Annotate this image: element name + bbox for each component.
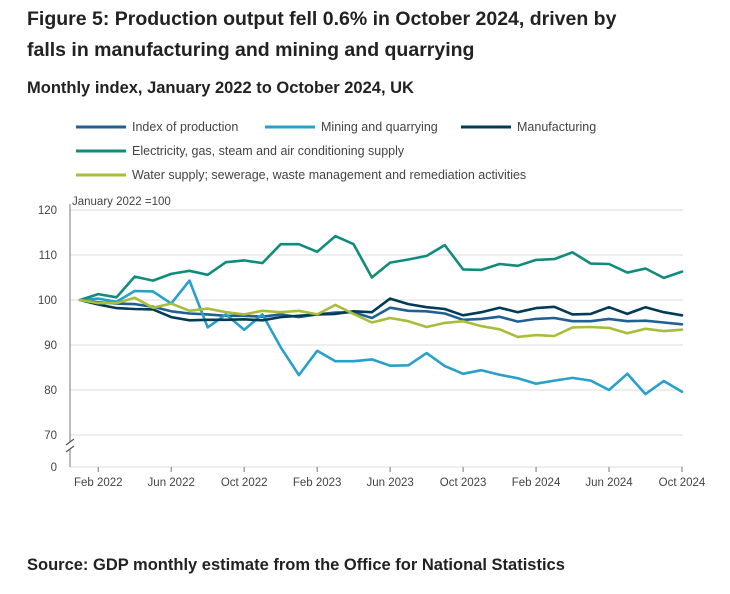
y-tick-label: 90: [44, 340, 57, 352]
x-tick-label: Jun 2022: [148, 477, 195, 489]
legend-label: Manufacturing: [517, 120, 596, 134]
y-tick-label: 110: [39, 250, 57, 262]
x-tick-label: Jun 2023: [366, 477, 413, 489]
gridlines: [70, 209, 683, 468]
y-tick-label: 0: [51, 462, 57, 474]
legend-label: Mining and quarrying: [321, 120, 438, 134]
series-lines: [78, 234, 684, 396]
series-line: [78, 279, 684, 396]
axis-break-mark: [65, 445, 75, 453]
y-axis-label: January 2022 =100: [72, 196, 171, 208]
series-line: [78, 298, 684, 326]
axis-break-mark: [65, 438, 75, 446]
x-tick-label: Oct 2024: [659, 477, 706, 489]
x-axis: Feb 2022 Jun 2022 Oct 2022 Feb 2023 Jun 2023…: [74, 467, 706, 489]
series-line: [78, 234, 684, 302]
chart-title: Figure 5: Production output fell 0.6% in…: [27, 8, 617, 61]
x-tick-label: Feb 2023: [293, 477, 342, 489]
y-tick-label: 80: [44, 385, 57, 397]
x-tick-label: Oct 2022: [221, 477, 268, 489]
legend-label: Index of production: [132, 120, 238, 134]
legend-label: Water supply; sewerage, waste management…: [132, 168, 526, 182]
legend: Index of production Mining and quarrying M…: [76, 120, 596, 182]
series-line: [78, 297, 684, 322]
y-tick-label: 120: [38, 205, 57, 217]
legend-label: Electricity, gas, steam and air conditio…: [132, 144, 405, 158]
series-line: [78, 296, 684, 339]
x-tick-label: Jun 2024: [585, 477, 633, 489]
x-tick-label: Oct 2023: [440, 477, 487, 489]
chart-subtitle: Monthly index, January 2022 to October 2…: [27, 79, 414, 97]
x-tick-label: Feb 2022: [74, 477, 123, 489]
x-tick-label: Feb 2024: [512, 477, 561, 489]
y-axis: 0 70 80 90 100 110 120 January 2022 =100: [38, 196, 171, 474]
y-tick-label: 100: [38, 295, 57, 307]
y-tick-label: 70: [44, 430, 57, 442]
source-note: Source: GDP monthly estimate from the Of…: [27, 556, 565, 574]
